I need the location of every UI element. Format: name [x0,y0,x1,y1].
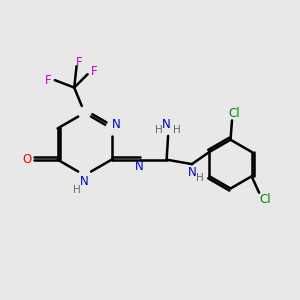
Text: H: H [172,125,180,135]
Text: Cl: Cl [229,107,240,120]
Text: F: F [91,65,98,78]
Text: N: N [162,118,171,131]
Text: H: H [196,173,204,183]
Text: H: H [155,125,163,135]
Text: N: N [80,175,88,188]
Text: O: O [22,153,32,166]
Text: H: H [73,185,81,195]
Text: N: N [112,118,121,131]
Text: N: N [135,160,144,173]
Text: Cl: Cl [260,193,272,206]
Text: F: F [76,56,83,69]
Text: F: F [45,74,52,87]
Text: N: N [188,166,197,179]
